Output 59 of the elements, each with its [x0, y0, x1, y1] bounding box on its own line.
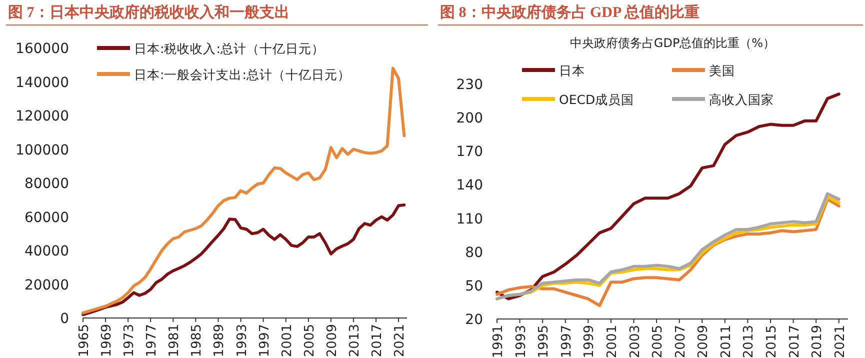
x-tick-label: 1981	[167, 324, 182, 358]
y-tick-label: 40000	[24, 244, 69, 260]
y-tick-label: 100000	[16, 142, 69, 158]
y-tick-label: 0	[60, 311, 69, 327]
y-tick-label: 200	[456, 110, 483, 127]
y-tick-label: 230	[456, 77, 483, 93]
y-tick-label: 80000	[24, 176, 69, 192]
x-tick-label: 1973	[122, 324, 138, 358]
y-tick-label: 80	[465, 244, 483, 261]
y-tick-label: 170	[456, 144, 483, 160]
x-tick-label: 2011	[718, 325, 734, 358]
legend-label: 日本:税收收入:总计（十亿日元）	[134, 41, 324, 56]
legend-label: 高收入国家	[709, 92, 774, 107]
x-tick-label: 1969	[100, 324, 115, 358]
x-tick-label: 2017	[370, 324, 386, 358]
legend-label: 美国	[709, 63, 735, 78]
y-tick-label: 160000	[16, 41, 69, 57]
x-tick-label: 2005	[650, 325, 666, 358]
x-tick-label: 2019	[810, 325, 826, 358]
x-tick-label: 1997	[559, 325, 574, 358]
x-tick-label: 2017	[787, 325, 802, 358]
x-tick-label: 1991	[491, 325, 506, 358]
y-tick-label: 140000	[16, 74, 69, 91]
x-tick-label: 1995	[536, 325, 552, 358]
x-tick-label: 1989	[212, 324, 228, 358]
x-tick-label: 2009	[324, 324, 340, 358]
x-tick-label: 2007	[673, 325, 688, 358]
x-tick-label: 2015	[764, 325, 780, 358]
y-tick-label: 20	[465, 312, 483, 328]
legend-label: OECD成员国	[559, 92, 634, 107]
legend-label: 日本:一般会计支出:总计（十亿日元）	[134, 67, 350, 82]
y-tick-label: 60000	[24, 210, 69, 226]
y-tick-label: 140	[456, 178, 483, 194]
y-tick-label: 110	[456, 211, 483, 228]
legend-label: 日本	[559, 63, 585, 78]
x-tick-label: 1993	[514, 325, 529, 358]
x-tick-label: 1993	[234, 324, 250, 358]
x-tick-label: 2009	[696, 325, 712, 358]
chart-title: 图 8：中央政府债务占 GDP 总值的比重	[440, 3, 700, 21]
x-tick-label: 2001	[604, 325, 620, 358]
chart-title: 图 7：日本中央政府的税收收入和一般支出	[8, 3, 290, 21]
y-tick-label: 120000	[16, 108, 69, 124]
x-tick-label: 1965	[77, 324, 92, 358]
x-tick-label: 1999	[582, 325, 598, 358]
line-series	[82, 66, 406, 314]
chart-subtitle: 中央政府债务占GDP总值的比重（%）	[570, 36, 776, 50]
x-tick-label: 1985	[190, 324, 205, 358]
x-tick-label: 2021	[392, 324, 408, 358]
y-tick-label: 50	[465, 278, 483, 294]
x-tick-label: 2005	[302, 324, 318, 358]
x-tick-label: 1997	[257, 324, 272, 358]
x-tick-label: 2021	[832, 325, 848, 358]
y-tick-label: 20000	[24, 277, 69, 294]
x-tick-label: 1977	[144, 324, 160, 358]
x-tick-label: 2003	[628, 325, 643, 358]
line-series	[496, 92, 840, 300]
x-tick-label: 2013	[347, 324, 362, 358]
x-tick-label: 2001	[280, 324, 295, 358]
x-tick-label: 2013	[742, 325, 757, 358]
